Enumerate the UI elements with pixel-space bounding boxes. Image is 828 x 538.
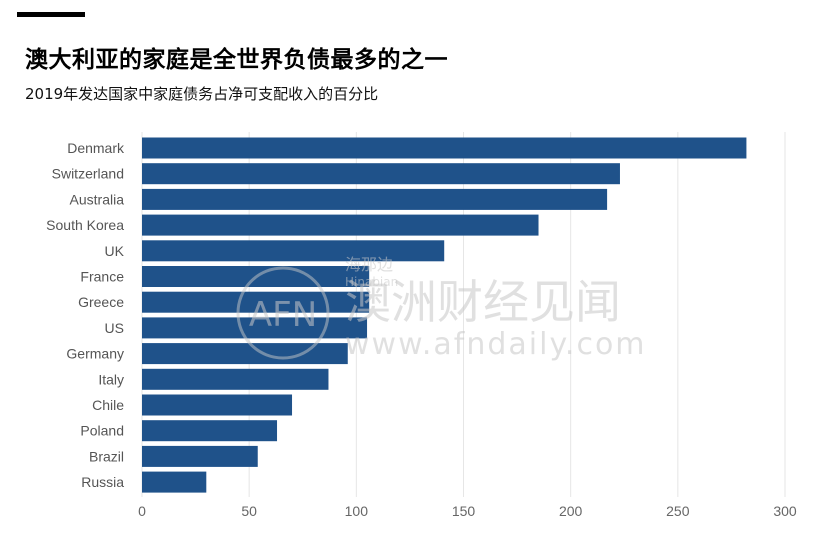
bar	[142, 317, 368, 339]
top-rule	[17, 12, 85, 17]
category-labels: Denmark Switzerland Australia South Korea UK…	[46, 140, 125, 490]
bar	[142, 445, 258, 467]
watermark-faint-sub: Hinabian	[345, 275, 398, 289]
x-tick-label: 200	[559, 503, 583, 519]
bars	[142, 137, 747, 493]
chart-title: 澳大利亚的家庭是全世界负债最多的之一	[25, 47, 448, 73]
x-tick-label: 100	[345, 503, 369, 519]
watermark: AFN 澳洲财经见闻 www.afndaily.com 海那边 Hinabian	[236, 255, 647, 362]
bar	[142, 291, 370, 313]
category-label: Greece	[78, 294, 124, 310]
bar	[142, 343, 348, 365]
watermark-url: www.afndaily.com	[345, 327, 647, 362]
category-label: UK	[105, 243, 125, 259]
bar	[142, 471, 207, 493]
bar	[142, 163, 620, 185]
watermark-faint-text: 海那边	[345, 255, 393, 274]
bar	[142, 214, 539, 236]
bar	[142, 368, 329, 390]
chart-subtitle: 2019年发达国家中家庭债务占净可支配收入的百分比	[25, 85, 379, 103]
category-label: Poland	[80, 423, 124, 439]
category-label: US	[105, 320, 124, 336]
category-label: Italy	[98, 371, 124, 387]
category-label: Brazil	[89, 448, 124, 464]
category-label: Chile	[92, 397, 124, 413]
watermark-logo-circle	[236, 266, 330, 360]
category-label: Germany	[66, 346, 124, 362]
x-tick-label: 150	[452, 503, 476, 519]
category-label: Russia	[81, 474, 124, 490]
category-label: Switzerland	[52, 166, 124, 182]
category-label: Denmark	[67, 140, 125, 156]
bar	[142, 188, 608, 210]
x-tick-label: 300	[773, 503, 797, 519]
bar	[142, 420, 278, 442]
x-tick-label: 50	[241, 503, 257, 519]
watermark-logo-text: AFN	[249, 295, 317, 335]
x-tick-label: 250	[666, 503, 690, 519]
bar	[142, 137, 747, 159]
x-tick-label: 0	[138, 503, 146, 519]
bar	[142, 394, 293, 416]
category-label: France	[80, 269, 124, 285]
x-tick-labels: 0 50 100 150 200 250 300	[138, 503, 797, 519]
category-label: South Korea	[46, 217, 124, 233]
category-label: Australia	[70, 191, 125, 207]
bar	[142, 240, 445, 262]
watermark-brand: 澳洲财经见闻	[345, 275, 621, 329]
